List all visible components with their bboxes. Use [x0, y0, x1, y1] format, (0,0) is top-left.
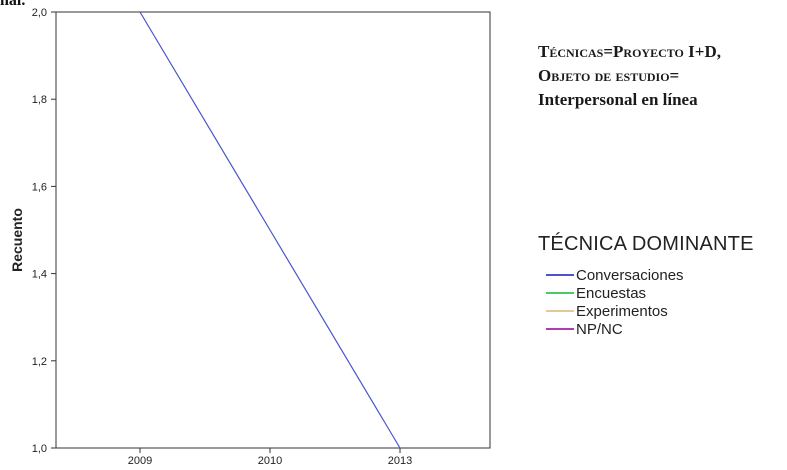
y-tick-label: 1,0 [32, 443, 47, 455]
legend-item: Conversaciones [546, 266, 754, 284]
legend-swatch [546, 274, 574, 276]
legend-items: Conversaciones Encuestas Experimentos NP/NC [538, 266, 754, 338]
legend-item: NP/NC [546, 320, 754, 338]
legend-item: Experimentos [546, 302, 754, 320]
legend: TÉCNICA DOMINANTE Conversaciones Encuesta… [538, 233, 754, 338]
plot-frame [55, 11, 491, 449]
x-tick-label: 2009 [128, 455, 152, 467]
plot-area-border [55, 11, 491, 449]
y-tick-label: 1,2 [32, 356, 47, 368]
legend-title: TÉCNICA DOMINANTE [538, 233, 754, 255]
heading-term-tecnicas: Técnicas [538, 42, 604, 61]
y-axis: 1,0 1,2 1,4 1,6 1,8 2,0 [32, 7, 56, 455]
series-line-conversaciones [139, 11, 401, 449]
legend-label: Encuestas [576, 284, 647, 302]
series-layer [139, 11, 401, 449]
y-tick-label: 2,0 [32, 7, 47, 19]
chart-heading: Técnicas=Proyecto I+D, Objeto de estudio… [538, 40, 786, 112]
legend-label: Experimentos [576, 302, 668, 320]
y-tick-label: 1,8 [32, 94, 47, 106]
legend-item: Encuestas [546, 284, 754, 302]
legend-label: NP/NC [576, 320, 623, 338]
heading-term-id: I+D, [683, 42, 721, 61]
legend-swatch [546, 328, 574, 330]
truncated-caption-text: nal. [0, 0, 26, 9]
y-tick-label: 1,6 [32, 181, 47, 193]
heading-line-1: Técnicas=Proyecto I+D, [538, 40, 786, 64]
heading-line-3: Interpersonal en línea [538, 90, 698, 109]
x-tick-label: 2013 [388, 455, 412, 467]
legend-label: Conversaciones [576, 266, 684, 284]
heading-equals-2: = [669, 66, 680, 85]
heading-term-proyecto: Proyecto [613, 42, 684, 61]
line-chart: 1,0 1,2 1,4 1,6 1,8 2,0 2009 2010 2013 Recuento [9, 7, 491, 467]
x-axis: 2009 2010 2013 [128, 448, 412, 467]
x-tick-label: 2010 [258, 455, 282, 467]
heading-equals-1: = [603, 42, 614, 61]
y-axis-label: Recuento [9, 208, 25, 272]
legend-swatch [546, 292, 574, 294]
heading-line-2: Objeto de estudio= [538, 64, 786, 88]
y-tick-label: 1,4 [32, 269, 47, 281]
heading-term-objeto: Objeto de estudio [538, 66, 670, 85]
legend-swatch [546, 310, 574, 312]
